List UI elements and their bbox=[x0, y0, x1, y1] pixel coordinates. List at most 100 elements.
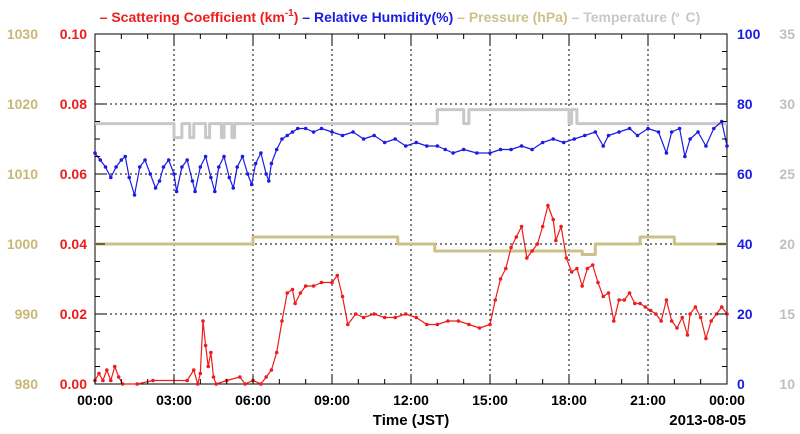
scattering-coefficient-point bbox=[382, 315, 387, 320]
relative-humidity-point bbox=[174, 189, 179, 194]
relative-humidity-point bbox=[249, 182, 254, 187]
legend-entry-0-marker: – bbox=[100, 9, 112, 25]
legend-entry-0-label-end: ) bbox=[294, 9, 299, 25]
relative-humidity-point bbox=[719, 119, 724, 124]
relative-humidity-point bbox=[688, 137, 692, 141]
temperature-axis-tick-label: 20 bbox=[779, 236, 795, 252]
relative-humidity-point bbox=[664, 151, 669, 155]
scattering-coefficient-point bbox=[643, 305, 648, 309]
relative-humidity-point bbox=[561, 140, 566, 145]
relative-humidity-point bbox=[143, 158, 147, 162]
relative-humidity-point bbox=[216, 165, 221, 169]
relative-humidity-point bbox=[435, 144, 440, 148]
scattering-coefficient-point bbox=[688, 312, 692, 316]
relative-humidity-point bbox=[656, 130, 661, 134]
scattering-coefficient-point bbox=[675, 326, 679, 330]
x-tick-label: 00:00 bbox=[709, 392, 745, 408]
relative-humidity-point bbox=[264, 172, 268, 176]
scattering-coefficient-point bbox=[596, 280, 600, 285]
temperature-axis-tick-label: 35 bbox=[779, 26, 795, 42]
relative-humidity-point bbox=[114, 165, 118, 169]
scattering-coefficient-point bbox=[105, 368, 109, 372]
scattering-coefficient-point bbox=[97, 371, 101, 376]
scattering-axis-tick-label: 0.10 bbox=[60, 26, 87, 42]
relative-humidity-point bbox=[227, 175, 232, 180]
humidity-axis-tick-label: 40 bbox=[737, 236, 753, 252]
scattering-coefficient-point bbox=[191, 368, 196, 372]
legend-entry-2-marker: – bbox=[453, 9, 469, 25]
relative-humidity-point bbox=[475, 151, 479, 155]
relative-humidity-point bbox=[593, 130, 598, 134]
scattering-coefficient-point bbox=[669, 319, 674, 323]
relative-humidity-point bbox=[127, 175, 132, 180]
scattering-coefficient-point bbox=[209, 350, 213, 355]
relative-humidity-point bbox=[601, 144, 606, 148]
humidity-axis-tick-label: 100 bbox=[737, 26, 761, 42]
relative-humidity-point bbox=[137, 165, 142, 169]
scattering-coefficient-point bbox=[293, 301, 297, 306]
relative-humidity-point bbox=[498, 147, 503, 152]
scattering-coefficient-point bbox=[488, 322, 492, 327]
scattering-coefficient-point bbox=[198, 371, 203, 376]
relative-humidity-point bbox=[109, 175, 113, 180]
scattering-coefficient-point bbox=[504, 266, 508, 271]
relative-humidity-point bbox=[519, 144, 524, 148]
relative-humidity-point bbox=[123, 154, 128, 159]
relative-humidity-point bbox=[488, 151, 492, 155]
relative-humidity-point bbox=[98, 158, 103, 162]
x-tick-label: 03:00 bbox=[156, 392, 192, 408]
scattering-coefficient-point bbox=[112, 364, 117, 369]
humidity-axis-tick-label: 80 bbox=[737, 96, 753, 112]
legend-entry-0-superscript: -1 bbox=[285, 8, 294, 19]
scattering-axis-tick-label: 0.08 bbox=[60, 96, 87, 112]
relative-humidity-point bbox=[683, 154, 687, 159]
scattering-coefficient-point bbox=[709, 319, 713, 323]
relative-humidity-point bbox=[290, 130, 295, 134]
legend-entry-0-label: Scattering Coefficient (km bbox=[111, 9, 284, 25]
scattering-axis-tick-label: 0.04 bbox=[60, 236, 87, 252]
scattering-coefficient-point bbox=[559, 224, 563, 229]
legend-entry-3-marker: – bbox=[568, 9, 584, 25]
relative-humidity-point bbox=[509, 147, 513, 152]
relative-humidity-point bbox=[725, 144, 729, 148]
relative-humidity-point bbox=[245, 172, 250, 176]
scattering-coefficient-point bbox=[585, 266, 590, 271]
relative-humidity-point bbox=[180, 165, 184, 169]
scattering-coefficient-point bbox=[525, 256, 529, 260]
scattering-coefficient-point bbox=[654, 312, 658, 316]
relative-humidity-point bbox=[583, 133, 587, 138]
relative-humidity-point bbox=[148, 172, 153, 176]
relative-humidity-point bbox=[132, 193, 137, 197]
relative-humidity-point bbox=[259, 151, 263, 155]
scattering-coefficient-line bbox=[94, 204, 728, 385]
axes-layer: 98099010001010102010300.000.020.040.060.… bbox=[7, 26, 795, 408]
relative-humidity-point bbox=[240, 154, 245, 159]
scattering-coefficient-point bbox=[403, 312, 408, 316]
relative-humidity-point bbox=[530, 147, 534, 152]
relative-humidity-point bbox=[285, 133, 290, 138]
scattering-coefficient-point bbox=[269, 368, 274, 372]
scattering-coefficient-point bbox=[580, 284, 584, 288]
humidity-axis-tick-label: 60 bbox=[737, 166, 753, 182]
scattering-coefficient-point bbox=[135, 382, 139, 386]
relative-humidity-point bbox=[617, 130, 621, 134]
relative-humidity-point bbox=[103, 165, 108, 169]
chart-legend: – Scattering Coefficient (km-1) – Relati… bbox=[100, 8, 701, 25]
relative-humidity-point bbox=[213, 189, 217, 194]
x-tick-label: 21:00 bbox=[630, 392, 666, 408]
scattering-coefficient-point bbox=[719, 305, 724, 309]
scattering-coefficient-point bbox=[535, 242, 540, 246]
relative-humidity-point bbox=[157, 179, 162, 183]
scattering-axis-tick-label: 0.02 bbox=[60, 306, 87, 322]
scattering-coefficient-point bbox=[514, 235, 519, 239]
scattering-coefficient-point bbox=[303, 284, 308, 288]
relative-humidity-point bbox=[319, 126, 324, 131]
scattering-coefficient-point bbox=[456, 319, 461, 323]
x-tick-label: 09:00 bbox=[314, 392, 350, 408]
scattering-coefficient-point bbox=[622, 298, 627, 302]
scattering-coefficient-point bbox=[393, 315, 398, 320]
scattering-coefficient-point bbox=[340, 294, 345, 299]
x-axis-title: Time (JST) bbox=[373, 412, 449, 429]
scattering-coefficient-point bbox=[540, 224, 545, 229]
